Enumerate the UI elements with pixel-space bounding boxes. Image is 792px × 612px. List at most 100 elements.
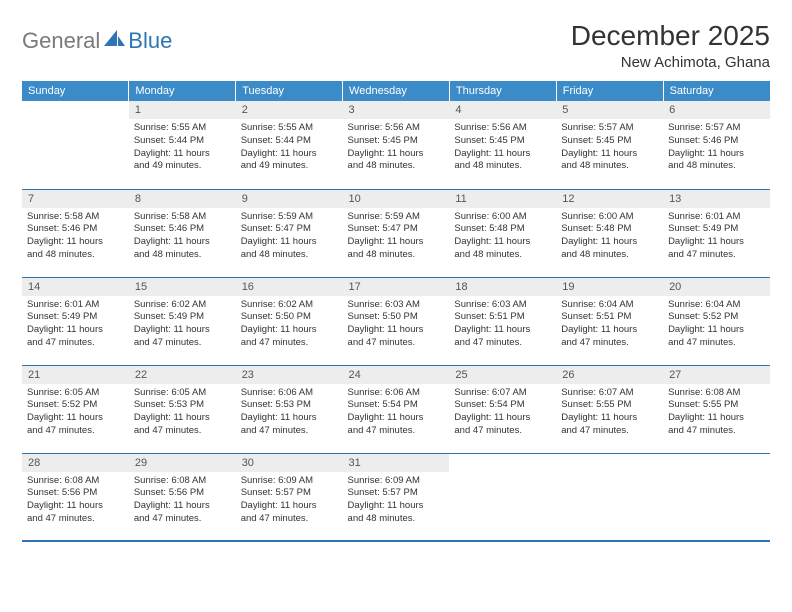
day-line-d2: and 47 minutes.	[134, 337, 231, 350]
day-line-d1: Daylight: 11 hours	[27, 236, 124, 249]
logo-sail-icon	[104, 30, 126, 53]
day-number: 5	[556, 101, 663, 119]
day-line-sr: Sunrise: 6:01 AM	[27, 299, 124, 312]
day-line-d2: and 48 minutes.	[27, 249, 124, 262]
day-line-ss: Sunset: 5:51 PM	[561, 311, 658, 324]
day-line-ss: Sunset: 5:55 PM	[668, 399, 765, 412]
calendar-day-cell: 8 Sunrise: 5:58 AMSunset: 5:46 PMDaylight…	[129, 189, 236, 277]
calendar-day-cell: 6Sunrise: 5:57 AMSunset: 5:46 PMDaylight…	[663, 101, 770, 189]
day-line-sr: Sunrise: 6:00 AM	[561, 211, 658, 224]
month-title: December 2025	[571, 20, 770, 52]
calendar-day-cell: 22Sunrise: 6:05 AMSunset: 5:53 PMDayligh…	[129, 365, 236, 453]
day-number: 18	[449, 278, 556, 296]
day-line-d2: and 49 minutes.	[241, 160, 338, 173]
day-line-d2: and 47 minutes.	[454, 337, 551, 350]
day-content: Sunrise: 5:59 AMSunset: 5:47 PMDaylight:…	[343, 208, 450, 266]
day-line-d1: Daylight: 11 hours	[348, 324, 445, 337]
calendar-day-cell	[22, 101, 129, 189]
day-content: Sunrise: 5:56 AMSunset: 5:45 PMDaylight:…	[343, 119, 450, 177]
day-number: 30	[236, 454, 343, 472]
day-line-d2: and 47 minutes.	[561, 425, 658, 438]
day-content: Sunrise: 6:02 AMSunset: 5:50 PMDaylight:…	[236, 296, 343, 354]
day-line-ss: Sunset: 5:54 PM	[348, 399, 445, 412]
day-line-d1: Daylight: 11 hours	[134, 324, 231, 337]
day-line-sr: Sunrise: 5:57 AM	[561, 122, 658, 135]
day-line-d2: and 47 minutes.	[241, 425, 338, 438]
day-content: Sunrise: 6:03 AMSunset: 5:50 PMDaylight:…	[343, 296, 450, 354]
weekday-header-row: Sunday Monday Tuesday Wednesday Thursday…	[22, 81, 770, 101]
header: General Blue December 2025 New Achimota,…	[22, 20, 770, 71]
day-line-d1: Daylight: 11 hours	[134, 236, 231, 249]
calendar-day-cell: 10Sunrise: 5:59 AMSunset: 5:47 PMDayligh…	[343, 189, 450, 277]
day-line-ss: Sunset: 5:46 PM	[134, 223, 231, 236]
day-line-d2: and 47 minutes.	[27, 513, 124, 526]
day-number: 17	[343, 278, 450, 296]
day-content: Sunrise: 6:00 AMSunset: 5:48 PMDaylight:…	[556, 208, 663, 266]
day-content: Sunrise: 6:05 AMSunset: 5:52 PMDaylight:…	[22, 384, 129, 442]
day-line-d2: and 48 minutes.	[348, 249, 445, 262]
calendar-day-cell: 17Sunrise: 6:03 AMSunset: 5:50 PMDayligh…	[343, 277, 450, 365]
day-line-ss: Sunset: 5:57 PM	[241, 487, 338, 500]
day-number: 8	[129, 190, 236, 208]
calendar-day-cell: 26Sunrise: 6:07 AMSunset: 5:55 PMDayligh…	[556, 365, 663, 453]
day-line-d2: and 48 minutes.	[668, 160, 765, 173]
calendar-day-cell	[663, 453, 770, 541]
day-line-sr: Sunrise: 6:04 AM	[561, 299, 658, 312]
calendar-day-cell: 23Sunrise: 6:06 AMSunset: 5:53 PMDayligh…	[236, 365, 343, 453]
day-line-d2: and 47 minutes.	[241, 513, 338, 526]
day-content: Sunrise: 6:06 AMSunset: 5:53 PMDaylight:…	[236, 384, 343, 442]
day-line-d2: and 47 minutes.	[668, 249, 765, 262]
day-line-sr: Sunrise: 5:56 AM	[454, 122, 551, 135]
day-line-d2: and 47 minutes.	[348, 337, 445, 350]
day-line-ss: Sunset: 5:51 PM	[454, 311, 551, 324]
day-number: 25	[449, 366, 556, 384]
day-number: 7	[22, 190, 129, 208]
day-line-d1: Daylight: 11 hours	[668, 148, 765, 161]
calendar-table: Sunday Monday Tuesday Wednesday Thursday…	[22, 81, 770, 542]
day-line-d1: Daylight: 11 hours	[241, 324, 338, 337]
day-number: 26	[556, 366, 663, 384]
day-line-sr: Sunrise: 6:01 AM	[668, 211, 765, 224]
day-line-sr: Sunrise: 6:00 AM	[454, 211, 551, 224]
day-number: 13	[663, 190, 770, 208]
weekday-header: Thursday	[449, 81, 556, 101]
day-content: Sunrise: 6:02 AMSunset: 5:49 PMDaylight:…	[129, 296, 236, 354]
day-line-sr: Sunrise: 6:06 AM	[348, 387, 445, 400]
calendar-day-cell: 7Sunrise: 5:58 AMSunset: 5:46 PMDaylight…	[22, 189, 129, 277]
day-number: 6	[663, 101, 770, 119]
calendar-day-cell: 12Sunrise: 6:00 AMSunset: 5:48 PMDayligh…	[556, 189, 663, 277]
calendar-day-cell: 15Sunrise: 6:02 AMSunset: 5:49 PMDayligh…	[129, 277, 236, 365]
day-line-d2: and 48 minutes.	[134, 249, 231, 262]
day-line-sr: Sunrise: 6:03 AM	[348, 299, 445, 312]
day-number: 10	[343, 190, 450, 208]
day-line-sr: Sunrise: 5:55 AM	[241, 122, 338, 135]
weekday-header: Saturday	[663, 81, 770, 101]
day-line-sr: Sunrise: 6:09 AM	[241, 475, 338, 488]
day-number: 2	[236, 101, 343, 119]
day-line-sr: Sunrise: 6:02 AM	[241, 299, 338, 312]
day-number: 20	[663, 278, 770, 296]
calendar-day-cell: 11Sunrise: 6:00 AMSunset: 5:48 PMDayligh…	[449, 189, 556, 277]
day-line-d2: and 48 minutes.	[561, 160, 658, 173]
day-line-d1: Daylight: 11 hours	[454, 324, 551, 337]
day-line-sr: Sunrise: 6:05 AM	[134, 387, 231, 400]
day-line-ss: Sunset: 5:49 PM	[134, 311, 231, 324]
day-line-sr: Sunrise: 5:59 AM	[348, 211, 445, 224]
day-line-d1: Daylight: 11 hours	[668, 412, 765, 425]
day-content: Sunrise: 6:05 AMSunset: 5:53 PMDaylight:…	[129, 384, 236, 442]
day-number: 28	[22, 454, 129, 472]
day-line-sr: Sunrise: 5:58 AM	[134, 211, 231, 224]
day-line-d2: and 48 minutes.	[241, 249, 338, 262]
day-line-d2: and 48 minutes.	[454, 160, 551, 173]
day-number: 11	[449, 190, 556, 208]
day-line-sr: Sunrise: 6:09 AM	[348, 475, 445, 488]
day-line-sr: Sunrise: 6:02 AM	[134, 299, 231, 312]
day-line-d2: and 48 minutes.	[454, 249, 551, 262]
day-content: Sunrise: 5:55 AMSunset: 5:44 PMDaylight:…	[236, 119, 343, 177]
day-line-ss: Sunset: 5:48 PM	[561, 223, 658, 236]
day-content: Sunrise: 6:09 AMSunset: 5:57 PMDaylight:…	[343, 472, 450, 530]
day-line-ss: Sunset: 5:49 PM	[668, 223, 765, 236]
calendar-day-cell: 13Sunrise: 6:01 AMSunset: 5:49 PMDayligh…	[663, 189, 770, 277]
day-line-ss: Sunset: 5:53 PM	[134, 399, 231, 412]
day-content: Sunrise: 5:59 AMSunset: 5:47 PMDaylight:…	[236, 208, 343, 266]
